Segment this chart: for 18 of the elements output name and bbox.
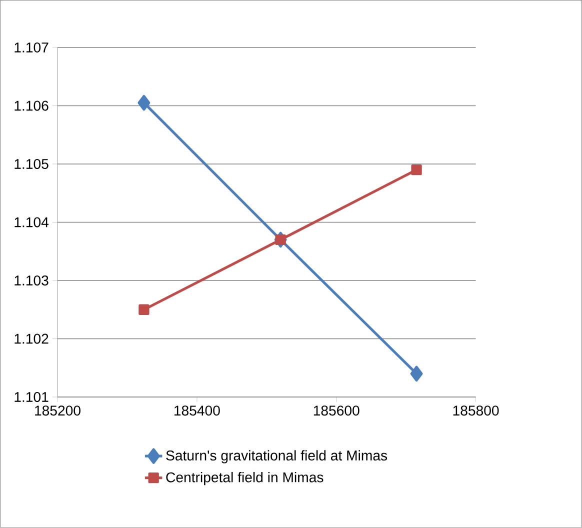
legend-label: Centripetal field in Mimas: [166, 472, 324, 486]
x-tick-label: 185800: [453, 406, 499, 416]
y-tick-label: 1.103: [14, 276, 48, 286]
x-tick-label: 185400: [174, 406, 220, 416]
y-tick-label: 1.107: [14, 42, 48, 53]
point: [275, 234, 286, 246]
x-tick-label: 185600: [314, 406, 360, 416]
point: [410, 366, 423, 382]
y-tick-label: 1.106: [14, 100, 48, 111]
y-tick-label: 1.104: [14, 217, 49, 228]
legend-label: Saturn's gravitational field at Mimas: [166, 450, 388, 464]
y-tick-label: 1.105: [14, 159, 48, 170]
y-tick-label: 1.101: [14, 392, 48, 402]
point: [138, 304, 150, 316]
point: [411, 164, 422, 176]
x-tick-label: 185200: [35, 406, 80, 416]
point: [138, 95, 150, 111]
y-tick-label: 1.102: [14, 334, 48, 344]
